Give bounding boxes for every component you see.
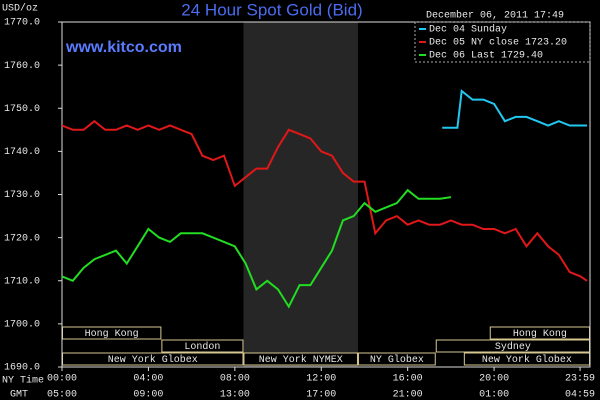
chart-title: 24 Hour Spot Gold (Bid)	[181, 0, 362, 19]
y-tick-label: 1690.0	[4, 363, 40, 374]
x-tick-label: 23:59	[565, 374, 595, 385]
x-tick-label: 17:00	[306, 390, 336, 400]
x-tick-label: 09:00	[133, 390, 163, 400]
shaded-region	[243, 22, 358, 367]
x2-axis-label: GMT	[10, 390, 28, 400]
x-tick-label: 16:00	[393, 374, 423, 385]
session-label: New York Globex	[108, 354, 198, 366]
legend-box	[414, 21, 591, 63]
y-tick-label: 1730.0	[4, 190, 40, 201]
session-label: NY Globex	[370, 354, 424, 366]
session-label: New York NYMEX	[259, 354, 343, 366]
x-tick-label: 08:00	[220, 374, 250, 385]
x-tick-label: 05:00	[47, 390, 77, 400]
legend-label: Dec 06 Last 1729.40	[429, 51, 543, 62]
session-box	[161, 339, 244, 353]
x-tick-label: 04:59	[565, 390, 595, 400]
session-box	[357, 352, 436, 366]
x-tick-label: 13:00	[220, 390, 250, 400]
session-label: Sydney	[495, 341, 531, 353]
y-tick-label: 1770.0	[4, 18, 40, 29]
x-tick-label: 01:00	[479, 390, 509, 400]
session-label: Hong Kong	[513, 329, 567, 340]
website: www.kitco.com	[65, 39, 182, 56]
legend-label: Dec 04 Sunday	[429, 24, 507, 36]
y-tick-label: 1720.0	[4, 233, 40, 244]
session-label: Hong Kong	[85, 329, 139, 340]
x-tick-label: 00:00	[47, 374, 77, 385]
x-tick-label: 12:00	[306, 374, 336, 385]
y-tick-label: 1740.0	[4, 147, 40, 158]
y-axis-label: USD/oz	[2, 3, 38, 15]
legend-label: Dec 05 NY close 1723.20	[429, 37, 567, 49]
x-tick-label: 21:00	[393, 390, 423, 400]
series-line	[442, 89, 587, 129]
timestamp: December 06, 2011 17:49	[426, 10, 564, 22]
series-line	[61, 119, 588, 282]
y-tick-label: 1760.0	[4, 61, 40, 72]
y-tick-label: 1750.0	[4, 104, 40, 115]
session-label: New York Globex	[482, 354, 572, 366]
y-tick-label: 1710.0	[4, 276, 40, 287]
series-line	[61, 188, 452, 309]
session-box	[243, 352, 358, 366]
session-label: London	[184, 341, 220, 353]
y-tick-label: 1700.0	[4, 320, 40, 331]
x-axis-label: NY Time	[2, 375, 44, 387]
x-tick-label: 04:00	[133, 374, 163, 385]
x-tick-label: 20:00	[479, 374, 509, 385]
plot-border	[61, 21, 591, 368]
